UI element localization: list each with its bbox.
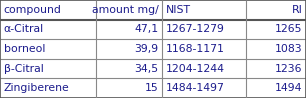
Bar (96, 39, 162, 59)
Text: 1484-1497: 1484-1497 (166, 83, 225, 93)
Bar (96, 59, 162, 78)
Bar (162, 78, 246, 98)
Text: compound: compound (4, 5, 62, 15)
Text: NIST: NIST (166, 5, 191, 15)
Text: amount mg/: amount mg/ (92, 5, 159, 15)
Bar (96, 0, 162, 20)
Bar (96, 78, 162, 98)
Text: 1168-1171: 1168-1171 (166, 44, 225, 54)
Text: borneol: borneol (4, 44, 45, 54)
Text: β-Citral: β-Citral (4, 64, 43, 74)
Bar (162, 59, 246, 78)
Bar (246, 78, 306, 98)
Text: 1265: 1265 (275, 24, 302, 34)
Bar (96, 20, 162, 39)
Bar (246, 20, 306, 39)
Bar (162, 20, 246, 39)
Text: α-Citral: α-Citral (4, 24, 44, 34)
Text: 1267-1279: 1267-1279 (166, 24, 225, 34)
Bar (162, 0, 246, 20)
Bar (0, 78, 96, 98)
Text: 1204-1244: 1204-1244 (166, 64, 225, 74)
Text: 34,5: 34,5 (134, 64, 159, 74)
Text: 39,9: 39,9 (134, 44, 159, 54)
Text: 15: 15 (145, 83, 159, 93)
Text: 1494: 1494 (275, 83, 302, 93)
Bar (246, 59, 306, 78)
Text: 47,1: 47,1 (134, 24, 159, 34)
Bar (0, 20, 96, 39)
Text: Zingiberene: Zingiberene (4, 83, 69, 93)
Bar (246, 39, 306, 59)
Bar (246, 0, 306, 20)
Bar (162, 39, 246, 59)
Text: 1236: 1236 (275, 64, 302, 74)
Bar (0, 59, 96, 78)
Bar (0, 0, 96, 20)
Text: RI: RI (291, 5, 302, 15)
Text: 1083: 1083 (275, 44, 302, 54)
Bar (0, 39, 96, 59)
